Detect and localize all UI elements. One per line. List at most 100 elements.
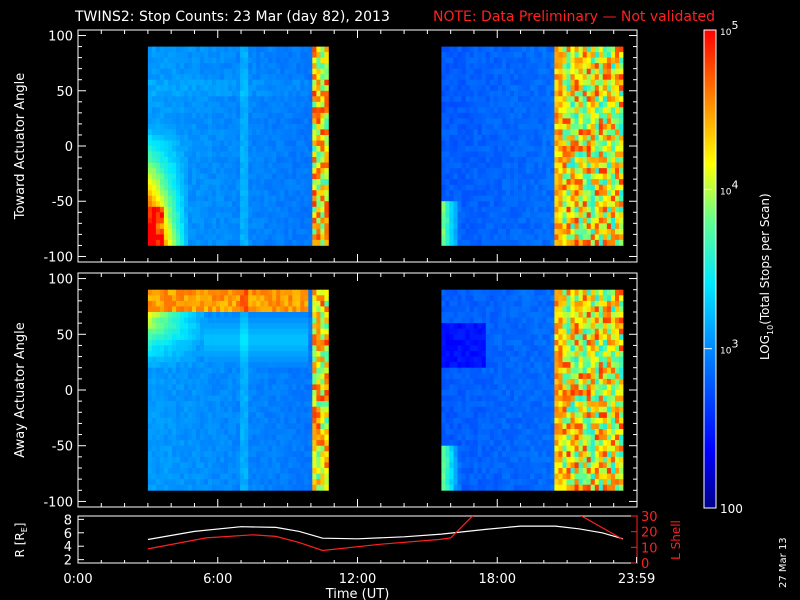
heatmap-cell: [196, 312, 201, 318]
heatmap-cell: [449, 239, 454, 246]
heatmap-cell: [288, 223, 293, 230]
heatmap-cell: [489, 223, 495, 230]
heatmap-cell: [216, 74, 221, 81]
heatmap-cell: [445, 217, 450, 224]
heatmap-cell: [320, 345, 325, 352]
heatmap-cell: [602, 46, 608, 53]
heatmap-cell: [184, 295, 189, 302]
heatmap-cell: [566, 96, 571, 103]
y-tick-label: -50: [52, 195, 73, 210]
heatmap-cell: [449, 162, 454, 169]
heatmap-cell: [598, 234, 604, 241]
heatmap-cell: [501, 68, 507, 75]
heatmap-cell: [204, 135, 209, 141]
heatmap-cell: [159, 123, 165, 130]
heatmap-cell: [220, 107, 225, 114]
heatmap-cell: [619, 46, 624, 53]
heatmap-cell: [578, 96, 583, 103]
heatmap-cell: [244, 162, 249, 169]
heatmap-cell: [159, 445, 165, 452]
heatmap-cell: [264, 68, 269, 75]
heatmap-cell: [324, 312, 329, 318]
heatmap-cell: [236, 57, 241, 64]
heatmap-cell: [264, 140, 269, 147]
heatmap-cell: [316, 234, 321, 241]
heatmap-cell: [276, 168, 281, 174]
heatmap-cell: [312, 190, 317, 197]
heatmap-cell: [248, 112, 253, 119]
heatmap-cell: [204, 201, 209, 208]
heatmap-cell: [268, 206, 273, 213]
heatmap-cell: [457, 195, 462, 202]
heatmap-cell: [188, 462, 193, 469]
heatmap-cell: [268, 334, 273, 341]
heatmap-cell: [159, 146, 165, 152]
heatmap-cell: [236, 190, 241, 197]
heatmap-cell: [167, 445, 173, 452]
heatmap-cell: [280, 473, 285, 480]
heatmap-cell: [296, 118, 301, 125]
heatmap-cell: [280, 123, 285, 130]
heatmap-cell: [522, 184, 527, 191]
heatmap-cell: [522, 234, 527, 241]
heatmap-cell: [505, 190, 511, 197]
heatmap-cell: [453, 123, 458, 130]
heatmap-cell: [292, 412, 297, 419]
heatmap-cell: [578, 63, 583, 69]
heatmap-cell: [586, 52, 592, 58]
heatmap-cell: [606, 201, 612, 208]
heatmap-cell: [188, 223, 193, 230]
heatmap-cell: [505, 217, 511, 224]
heatmap-cell: [465, 68, 470, 75]
heatmap-cell: [570, 79, 575, 86]
heatmap-cell: [566, 228, 571, 235]
heatmap-cell: [522, 179, 527, 185]
heatmap-cell: [590, 52, 596, 58]
heatmap-cell: [252, 190, 257, 197]
heatmap-cell: [252, 52, 257, 58]
heatmap-cell: [518, 101, 523, 108]
heatmap-cell: [204, 217, 209, 224]
heatmap-cell: [457, 68, 462, 75]
heatmap-cell: [155, 206, 161, 213]
heatmap-cell: [244, 173, 249, 180]
heatmap-cell: [252, 135, 257, 141]
heatmap-cell: [493, 212, 499, 219]
heatmap-cell: [280, 417, 285, 424]
heatmap-cell: [252, 168, 257, 174]
heatmap-cell: [316, 52, 321, 58]
heatmap-cell: [469, 173, 474, 180]
heatmap-cell: [312, 356, 317, 363]
heatmap-cell: [469, 206, 474, 213]
heatmap-cell: [192, 201, 197, 208]
heatmap-cell: [288, 317, 293, 324]
heatmap-cell: [292, 195, 297, 202]
heatmap-cell: [208, 146, 213, 152]
heatmap-cell: [594, 157, 600, 163]
heatmap-cell: [469, 107, 474, 114]
heatmap-cell: [280, 484, 285, 491]
heatmap-cell: [497, 85, 503, 92]
heatmap-cell: [574, 118, 579, 125]
heatmap-cell: [228, 339, 233, 346]
heatmap-cell: [220, 195, 225, 202]
heatmap-cell: [550, 239, 555, 246]
heatmap-cell: [272, 162, 277, 169]
heatmap-cell: [570, 206, 575, 213]
heatmap-cell: [284, 101, 289, 108]
heatmap-cell: [280, 184, 285, 191]
heatmap-cell: [159, 289, 165, 296]
heatmap-cell: [159, 135, 165, 141]
heatmap-cell: [449, 123, 454, 130]
heatmap-cell: [316, 63, 321, 69]
heatmap-cell: [562, 157, 567, 163]
heatmap-cell: [155, 112, 161, 119]
heatmap-cell: [296, 63, 301, 69]
heatmap-cell: [554, 239, 559, 246]
heatmap-cell: [159, 129, 165, 136]
heatmap-cell: [280, 206, 285, 213]
heatmap-cell: [260, 223, 265, 230]
heatmap-cell: [200, 378, 205, 385]
heatmap-cell: [272, 179, 277, 185]
heatmap-cell: [272, 295, 277, 302]
